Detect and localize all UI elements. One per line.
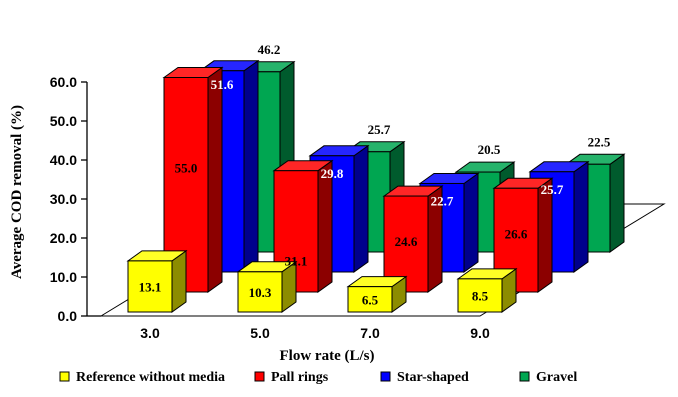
bar-side — [463, 172, 479, 273]
y-tick-label: 10.0 — [50, 269, 77, 285]
bar-reference-without-media-0 — [126, 249, 188, 313]
x-axis-title: Flow rate (L/s) — [280, 348, 375, 364]
data-label: 55.0 — [175, 161, 198, 176]
bar-front — [127, 260, 173, 313]
y-axis-title: Average COD removal (%) — [9, 105, 25, 279]
data-label: 13.1 — [139, 279, 162, 294]
bar-pall-rings-3 — [492, 177, 554, 293]
legend-swatch — [59, 371, 70, 382]
data-label: 46.2 — [258, 42, 281, 57]
data-label: 29.8 — [321, 166, 344, 181]
bar-front — [237, 271, 283, 313]
bar-side — [243, 59, 259, 273]
data-label: 26.6 — [505, 226, 528, 241]
y-tick-label: 0.0 — [58, 308, 78, 324]
x-tick-label: 9.0 — [470, 325, 490, 341]
legend-label: Pall rings — [271, 370, 329, 385]
y-tick-label: 50.0 — [50, 113, 77, 129]
x-tick-label: 7.0 — [360, 325, 380, 341]
legend-label: Gravel — [536, 370, 577, 385]
bar-side — [171, 249, 187, 313]
bar-side — [573, 160, 589, 273]
data-label: 8.5 — [472, 288, 489, 303]
bar-reference-without-media-1 — [236, 260, 298, 313]
data-label: 22.7 — [431, 193, 454, 208]
data-label: 10.3 — [249, 285, 272, 300]
bar-side — [207, 66, 223, 293]
bar-side — [609, 153, 625, 253]
x-tick-label: 3.0 — [140, 325, 160, 341]
legend-swatch — [519, 371, 530, 382]
bar-reference-without-media-2 — [346, 275, 408, 313]
y-tick-label: 20.0 — [50, 230, 77, 246]
x-tick-label: 5.0 — [250, 325, 270, 341]
data-label: 25.7 — [368, 122, 391, 137]
legend-label: Reference without media — [76, 370, 225, 385]
data-label: 6.5 — [362, 292, 379, 307]
legend-label: Star-shaped — [397, 370, 469, 385]
data-label: 25.7 — [541, 182, 564, 197]
data-label: 51.6 — [211, 77, 234, 92]
legend-swatch — [380, 371, 391, 382]
bar-reference-without-media-3 — [456, 267, 518, 313]
data-label: 20.5 — [478, 142, 501, 157]
y-tick-label: 30.0 — [50, 191, 77, 207]
data-label: 22.5 — [588, 134, 611, 149]
bar-side — [353, 144, 369, 273]
bar-front — [457, 278, 503, 313]
y-tick-label: 40.0 — [50, 152, 77, 168]
data-label: 24.6 — [395, 234, 418, 249]
data-label: 31.1 — [285, 254, 308, 269]
y-tick-label: 60.0 — [50, 74, 77, 90]
bar-pall-rings-2 — [382, 185, 444, 293]
bar-front — [347, 286, 393, 313]
legend-swatch — [254, 371, 265, 382]
